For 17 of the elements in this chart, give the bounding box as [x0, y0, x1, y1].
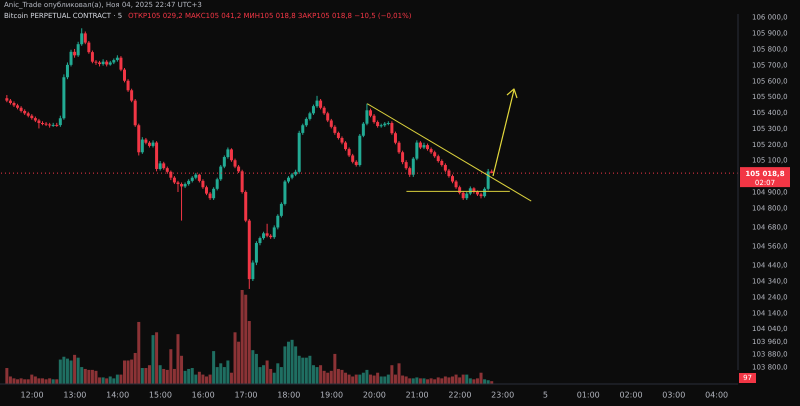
- x-tick-label: 15:00: [148, 390, 172, 400]
- x-tick-label: 01:00: [576, 390, 600, 400]
- x-tick-label: 12:00: [20, 390, 44, 400]
- x-tick-label: 19:00: [320, 390, 344, 400]
- x-tick-label: 20:00: [362, 390, 386, 400]
- x-tick-label: 03:00: [662, 390, 686, 400]
- x-tick-label: 04:00: [705, 390, 728, 400]
- x-tick-label: 13:00: [63, 390, 86, 400]
- x-tick-label: 02:00: [620, 390, 643, 400]
- x-tick-label: 14:00: [106, 390, 130, 400]
- x-tick-label: 22:00: [448, 390, 472, 400]
- x-tick-label: 17:00: [234, 390, 258, 400]
- x-tick-label: 23:00: [491, 390, 514, 400]
- x-tick-label: 5: [542, 390, 548, 400]
- x-tick-label: 21:00: [406, 390, 429, 400]
- x-tick-label: 18:00: [277, 390, 300, 400]
- x-tick-label: 16:00: [192, 390, 215, 400]
